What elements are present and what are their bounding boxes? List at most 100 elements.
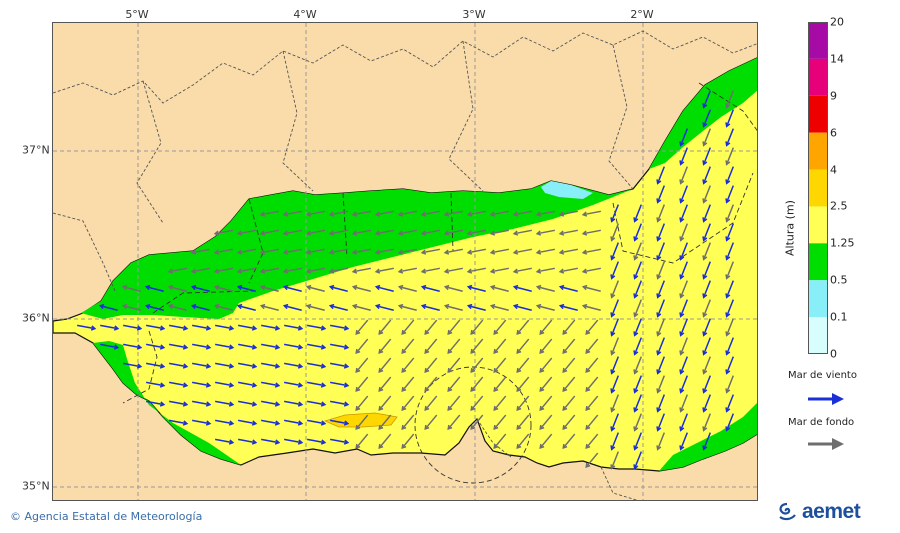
wave-arrow-head bbox=[213, 230, 220, 236]
wave-arrow bbox=[656, 261, 666, 279]
wave-arrow bbox=[702, 166, 712, 184]
wave-arrow-head bbox=[610, 255, 616, 261]
wave-arrow bbox=[100, 305, 118, 311]
wave-arrow bbox=[169, 286, 187, 292]
wave-arrow bbox=[330, 400, 348, 406]
wave-arrow bbox=[537, 229, 555, 235]
wave-arrow-head bbox=[702, 103, 708, 109]
wave-arrow-head bbox=[320, 363, 327, 369]
wave-arrow-head bbox=[420, 268, 427, 274]
wave-arrow-head bbox=[447, 386, 453, 393]
colorbar-tick-label: 4 bbox=[830, 163, 837, 177]
wave-arrow bbox=[656, 432, 666, 450]
wave-arrow bbox=[261, 343, 279, 349]
wave-arrow-head bbox=[401, 443, 407, 450]
wave-arrow bbox=[633, 413, 643, 431]
wave-arrow bbox=[468, 210, 486, 216]
wave-arrow bbox=[610, 375, 620, 393]
wave-arrow-head bbox=[328, 284, 335, 291]
wave-arrow bbox=[702, 356, 712, 374]
wave-arrow-head bbox=[443, 284, 450, 291]
wave-arrow-head bbox=[656, 388, 662, 394]
wave-arrow-head bbox=[581, 303, 588, 310]
wave-arrow-head bbox=[702, 122, 708, 128]
wave-arrow bbox=[702, 128, 712, 146]
wave-arrow bbox=[725, 223, 735, 241]
wave-arrow bbox=[725, 109, 735, 127]
wave-arrow-head bbox=[558, 303, 565, 310]
wave-arrow-head bbox=[374, 284, 381, 291]
wave-arrow bbox=[470, 376, 484, 392]
wave-arrow-head bbox=[679, 426, 685, 432]
wave-arrow-head bbox=[679, 179, 685, 185]
wave-arrow-head bbox=[489, 230, 496, 236]
wave-arrow-head bbox=[228, 344, 235, 350]
wave-arrow-head bbox=[424, 348, 430, 355]
wave-arrow bbox=[192, 305, 210, 311]
wave-arrow bbox=[585, 357, 599, 373]
wave-arrow bbox=[633, 356, 643, 374]
wave-arrow bbox=[284, 248, 302, 254]
wave-arrow-head bbox=[251, 420, 258, 426]
wave-arrow bbox=[284, 381, 302, 387]
wave-arrow-head bbox=[539, 348, 545, 355]
wave-arrow bbox=[537, 286, 555, 292]
wave-arrow bbox=[702, 432, 712, 450]
wave-arrow-head bbox=[610, 369, 616, 375]
wave-arrow-head bbox=[656, 217, 662, 223]
wave-arrow bbox=[146, 305, 164, 311]
wave-arrow bbox=[679, 147, 689, 165]
wave-arrow bbox=[330, 210, 348, 216]
wave-arrow-head bbox=[633, 407, 639, 413]
wave-arrow-head bbox=[535, 303, 542, 310]
wave-arrow bbox=[560, 210, 578, 216]
wave-arrow-head bbox=[305, 268, 312, 274]
colorbar-tick-label: 1.25 bbox=[830, 236, 855, 250]
wave-arrow bbox=[330, 343, 348, 349]
colorbar-band bbox=[808, 280, 828, 318]
wave-arrow bbox=[215, 267, 233, 273]
wave-arrow-head bbox=[656, 331, 662, 337]
wave-arrow-head bbox=[656, 179, 662, 185]
wave-arrow-head bbox=[562, 386, 568, 393]
colorbar-tick-label: 0.5 bbox=[830, 273, 848, 287]
wave-arrow-head bbox=[182, 325, 189, 331]
wave-arrow-head bbox=[679, 388, 685, 394]
wave-arrow bbox=[445, 286, 463, 292]
wave-arrow-head bbox=[159, 363, 166, 369]
wave-arrow-head bbox=[489, 303, 496, 310]
wave-arrow bbox=[353, 267, 371, 273]
aemet-logo-text: aemet bbox=[802, 500, 861, 523]
wave-arrow bbox=[633, 261, 643, 279]
wave-arrow-head bbox=[397, 268, 404, 274]
wave-arrow-head bbox=[343, 401, 350, 407]
wave-arrow bbox=[330, 362, 348, 368]
lat-label-37n: 37°N bbox=[22, 143, 50, 157]
wave-arrow-head bbox=[228, 401, 235, 407]
colorbar-band bbox=[808, 169, 828, 207]
wave-arrow bbox=[307, 305, 325, 311]
wave-arrow-head bbox=[656, 236, 662, 242]
wave-direction-arrows bbox=[77, 90, 735, 470]
wave-arrow bbox=[215, 324, 233, 330]
wave-arrow-head bbox=[182, 344, 189, 350]
wave-arrow-head bbox=[539, 405, 545, 412]
wave-arrow-head bbox=[585, 424, 591, 431]
wave-arrow bbox=[493, 357, 507, 373]
wave-arrow bbox=[330, 381, 348, 387]
wave-arrow-head bbox=[251, 363, 258, 369]
wave-arrow-head bbox=[443, 249, 450, 255]
wave-arrow bbox=[146, 400, 164, 406]
wave-arrow-head bbox=[378, 348, 384, 355]
wave-arrow bbox=[679, 299, 689, 317]
wave-arrow bbox=[355, 433, 369, 449]
wave-arrow bbox=[725, 299, 735, 317]
wave-arrow bbox=[192, 381, 210, 387]
wave-arrow bbox=[307, 343, 325, 349]
wave-arrow-head bbox=[424, 424, 430, 431]
wave-arrow bbox=[284, 286, 302, 292]
wave-arrow-head bbox=[656, 274, 662, 280]
wave-arrow bbox=[702, 90, 712, 108]
wave-arrow-head bbox=[328, 230, 335, 236]
wave-arrow-head bbox=[159, 382, 166, 388]
